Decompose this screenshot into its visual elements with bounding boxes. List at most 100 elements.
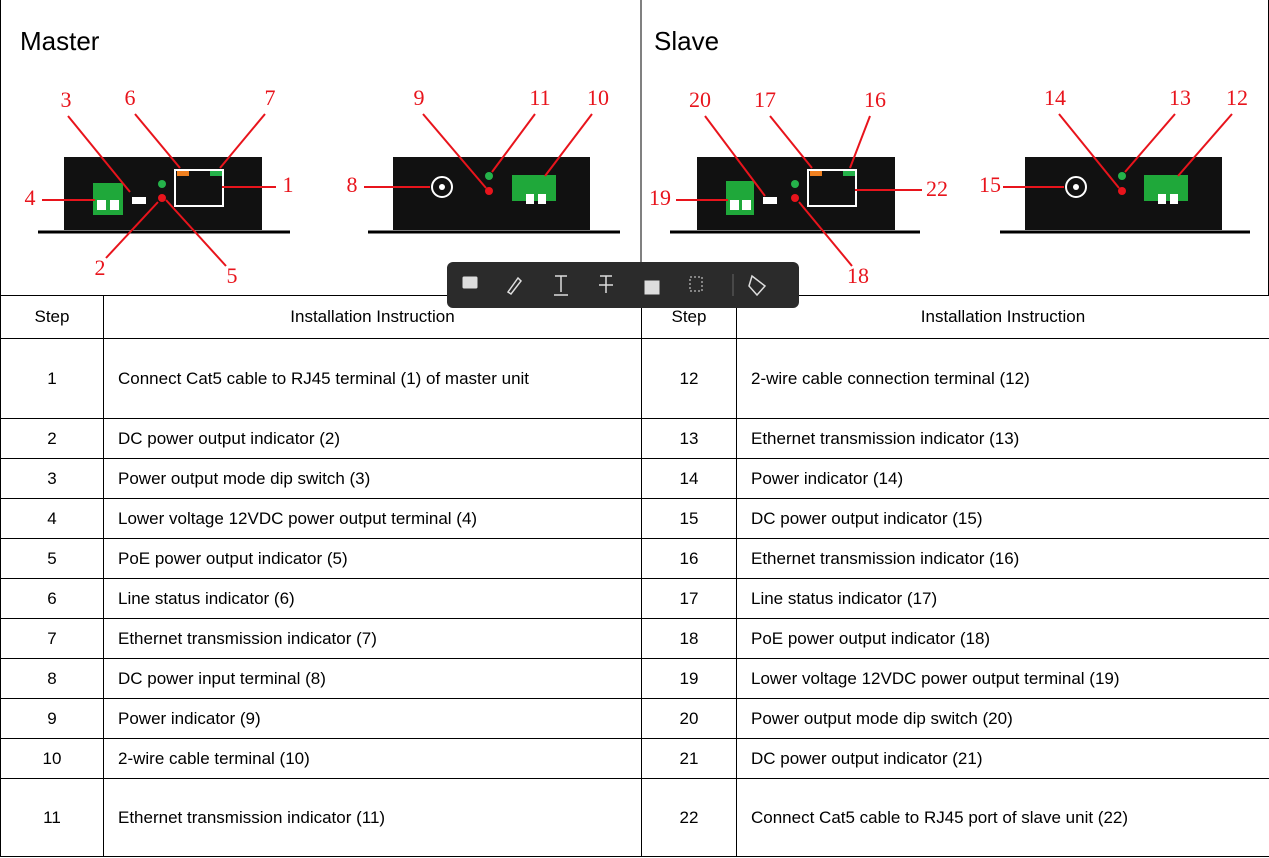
instruction-text: Ethernet transmission indicator (13) [751, 428, 1020, 448]
instruction-text: 2-wire cable connection terminal (12) [751, 368, 1030, 388]
table-row: 3 Power output mode dip switch (3) 14 Power… [0, 458, 1269, 499]
master-device-back [368, 157, 620, 234]
step-cell: 7 [0, 618, 104, 659]
step-cell: 9 [0, 698, 104, 739]
table-row: 1 Connect Cat5 cable to RJ45 terminal (1)… [0, 338, 1269, 419]
instruction-cell: DC power output indicator (21) [736, 738, 1269, 779]
table-row: 9 Power indicator (9) 20 Power output mode … [0, 698, 1269, 739]
instruction-text: DC power input terminal (8) [118, 668, 326, 688]
callout: 5 [227, 263, 238, 288]
instruction-text: DC power output indicator (15) [751, 508, 983, 528]
table-row: 6 Line status indicator (6) 17 Line status … [0, 578, 1269, 619]
comment-icon[interactable] [462, 276, 478, 289]
step-cell: 6 [0, 578, 104, 619]
area-icon[interactable] [689, 276, 703, 292]
underline-icon[interactable] [554, 275, 568, 296]
slave-device-back [1000, 157, 1250, 234]
step-cell: 21 [641, 738, 737, 779]
diagrams: 3 6 7 4 1 2 5 9 11 10 8 20 17 16 19 22 1… [0, 0, 1269, 296]
callout: 16 [864, 87, 886, 112]
instruction-cell: DC power input terminal (8) [103, 658, 642, 699]
table-row: 2 DC power output indicator (2) 13 Ethernet… [0, 418, 1269, 459]
instruction-text: Ethernet transmission indicator (16) [751, 548, 1020, 568]
eraser-icon[interactable] [644, 280, 660, 295]
table-row: 10 2-wire cable terminal (10) 21 DC power o… [0, 738, 1269, 779]
callout: 17 [754, 87, 776, 112]
callout: 1 [283, 172, 294, 197]
step-cell: 17 [641, 578, 737, 619]
instruction-cell: Ethernet transmission indicator (13) [736, 418, 1269, 459]
callout: 3 [61, 87, 72, 112]
step-cell: 13 [641, 418, 737, 459]
instruction-text: DC power output indicator (2) [118, 428, 341, 448]
step-cell: 4 [0, 498, 104, 539]
instruction-text: Ethernet transmission indicator (11) [118, 807, 386, 827]
instruction-text: PoE power output indicator (18) [751, 628, 991, 648]
callout: 11 [529, 85, 550, 110]
instruction-cell: Line status indicator (17) [736, 578, 1269, 619]
callout: 2 [95, 255, 106, 280]
instruction-text: DC power output indicator (21) [751, 748, 983, 768]
callout: 20 [689, 87, 711, 112]
instruction-text: Power indicator (9) [118, 708, 261, 728]
instruction-cell: Lower voltage 12VDC power output termina… [736, 658, 1269, 699]
diagram-section: 3 6 7 4 1 2 5 9 11 10 8 20 17 16 19 22 1… [0, 0, 1269, 296]
instruction-cell: Power output mode dip switch (3) [103, 458, 642, 499]
instruction-cell: Power indicator (9) [103, 698, 642, 739]
callout: 4 [25, 185, 36, 210]
master-device-front [38, 157, 290, 234]
step-cell: 3 [0, 458, 104, 499]
instruction-cell: DC power output indicator (15) [736, 498, 1269, 539]
callout: 22 [926, 176, 948, 201]
instruction-cell: Power output mode dip switch (20) [736, 698, 1269, 739]
step-cell: 15 [641, 498, 737, 539]
step-cell: 11 [0, 778, 104, 857]
table-row: 11 Ethernet transmission indicator (11) 22… [0, 778, 1269, 857]
highlight-icon[interactable] [506, 276, 522, 296]
tag-icon[interactable] [748, 274, 767, 297]
section-title: Slave [654, 26, 720, 56]
callout-arrows [42, 113, 1233, 267]
callout: 19 [649, 185, 671, 210]
step-cell: 10 [0, 738, 104, 779]
instruction-text: Power indicator (14) [751, 468, 904, 488]
instruction-cell: Connect Cat5 cable to RJ45 port of slave… [736, 778, 1269, 857]
slave-device-front [670, 157, 920, 234]
callout: 7 [265, 85, 276, 110]
instruction-cell: PoE power output indicator (5) [103, 538, 642, 579]
callout: 9 [414, 85, 425, 110]
step-cell: 8 [0, 658, 104, 699]
instruction-text: Lower voltage 12VDC power output termina… [118, 508, 478, 528]
step-cell: 5 [0, 538, 104, 579]
instruction-text: PoE power output indicator (5) [118, 548, 348, 568]
callout: 12 [1226, 85, 1248, 110]
instruction-cell: Ethernet transmission indicator (7) [103, 618, 642, 659]
header-cell: Step [0, 295, 104, 339]
step-cell: 2 [0, 418, 104, 459]
step-cell: 20 [641, 698, 737, 739]
step-cell: 1 [0, 338, 104, 419]
header-cell: Installation Instruction [736, 295, 1269, 339]
instruction-cell: Ethernet transmission indicator (16) [736, 538, 1269, 579]
instruction-text: Ethernet transmission indicator (7) [118, 628, 377, 648]
instruction-cell: Line status indicator (6) [103, 578, 642, 619]
callout: 6 [125, 85, 136, 110]
callout: 15 [979, 172, 1001, 197]
strikethrough-icon[interactable] [599, 275, 613, 293]
instruction-text: Line status indicator (17) [751, 588, 938, 608]
table-row: 4 Lower voltage 12VDC power output termin… [0, 498, 1269, 539]
callout: 8 [347, 172, 358, 197]
instruction-cell: 2-wire cable terminal (10) [103, 738, 642, 779]
instruction-cell: Lower voltage 12VDC power output termina… [103, 498, 642, 539]
step-cell: 18 [641, 618, 737, 659]
annotation-toolbar[interactable] [447, 262, 799, 308]
instruction-text: Line status indicator (6) [118, 588, 295, 608]
callout: 13 [1169, 85, 1191, 110]
instruction-text: Lower voltage 12VDC power output termina… [751, 668, 1120, 688]
table-row: 7 Ethernet transmission indicator (7) 18 Po… [0, 618, 1269, 659]
step-cell: 19 [641, 658, 737, 699]
callout: 18 [847, 263, 869, 288]
step-cell: 12 [641, 338, 737, 419]
step-cell: 22 [641, 778, 737, 857]
